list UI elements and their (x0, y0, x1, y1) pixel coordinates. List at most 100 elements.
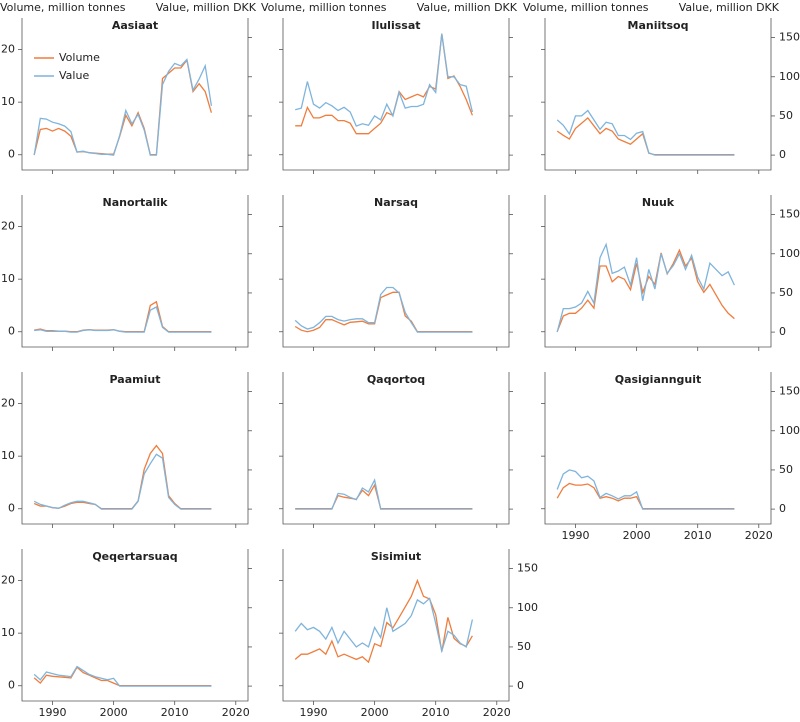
series-line (295, 483, 473, 510)
y-axis-title: Volume, million tonnes (523, 1, 649, 14)
panel: Ilulissat (279, 18, 513, 174)
y-tick-label: 0 (8, 325, 15, 338)
y2-tick-label: 50 (517, 640, 531, 653)
axis-frame (544, 195, 772, 348)
panel-title: Qasigiannguit (615, 373, 702, 386)
y-tick-label: 20 (1, 220, 15, 233)
panel: Qaqortoq (279, 372, 513, 528)
series-line (556, 109, 735, 156)
axis-frame (544, 372, 772, 525)
y2-axis-title: Value, million DKK (679, 1, 780, 14)
y-tick-label: 10 (1, 449, 15, 462)
y2-tick-label: 50 (779, 286, 793, 299)
x-tick-label: 2000 (623, 529, 651, 542)
series-line (294, 291, 473, 333)
y-tick-label: 10 (1, 272, 15, 285)
y2-axis-title: Value, million DKK (417, 1, 518, 14)
y2-tick-label: 150 (779, 208, 800, 221)
panel: Qeqertarsuaq 0 10 20 1990 2000 2010 2020 (1, 549, 252, 719)
series-line (556, 482, 735, 510)
x-tick-label: 2010 (161, 706, 189, 719)
series-line (33, 453, 212, 510)
y2-tick-label: 0 (779, 325, 786, 338)
series-line (33, 58, 213, 156)
panel-title: Paamiut (110, 373, 161, 386)
y-tick-label: 10 (1, 626, 15, 639)
panel-title: Aasiaat (112, 19, 158, 32)
series-line (33, 665, 212, 687)
panel: Qasigiannguit 0 50 100 150 1990 2000 2010 2020 (541, 372, 800, 542)
x-tick-label: 2010 (684, 529, 712, 542)
panel: Narsaq (279, 195, 513, 351)
panel: Maniitsoq 0 50 100 150 (541, 18, 800, 174)
panel-title: Nuuk (642, 196, 675, 209)
legend-label: Value (59, 69, 89, 82)
series-line (33, 58, 213, 156)
series-line (556, 116, 735, 156)
series-line (34, 300, 212, 333)
y2-tick-label: 150 (517, 562, 538, 575)
series-line (34, 306, 212, 333)
axis-frame (282, 18, 510, 171)
panel-title: Maniitsoq (628, 19, 689, 32)
panel-title: Ilulissat (371, 19, 420, 32)
x-tick-label: 2000 (100, 706, 128, 719)
axis-frame (21, 18, 249, 171)
x-tick-label: 1990 (300, 706, 328, 719)
y2-tick-label: 100 (779, 424, 800, 437)
series-line (295, 33, 474, 127)
x-tick-label: 2010 (422, 706, 450, 719)
series-line (295, 478, 473, 510)
series-line (295, 33, 474, 135)
axis-frame (282, 372, 510, 525)
x-tick-label: 2020 (222, 706, 250, 719)
series-line (556, 242, 735, 333)
y-axis-title: Volume, million tonnes (0, 1, 126, 14)
series-line (556, 469, 735, 510)
panel: Nanortalik 0 10 20 (1, 195, 252, 351)
y2-tick-label: 50 (779, 109, 793, 122)
y2-axis-title: Value, million DKK (156, 1, 257, 14)
y-tick-label: 20 (1, 397, 15, 410)
panel: Paamiut 0 10 20 (1, 372, 252, 528)
y-tick-label: 0 (8, 148, 15, 161)
x-tick-label: 1990 (562, 529, 590, 542)
y2-tick-label: 100 (517, 601, 538, 614)
legend-label: Volume (59, 51, 100, 64)
y2-tick-label: 0 (779, 502, 786, 515)
axis-frame (21, 549, 249, 702)
panel-title: Sisimiut (371, 550, 421, 563)
panel-title: Qaqortoq (367, 373, 425, 386)
y-tick-label: 10 (1, 95, 15, 108)
panel: Nuuk 0 50 100 150 (541, 195, 800, 351)
x-tick-label: 2000 (361, 706, 389, 719)
y2-tick-label: 50 (779, 463, 793, 476)
y2-tick-label: 100 (779, 247, 800, 260)
panel-title: Narsaq (374, 196, 418, 209)
axis-frame (21, 195, 249, 348)
series-line (294, 597, 474, 654)
y2-tick-label: 150 (779, 31, 800, 44)
panel: Aasiaat 0 10 20 Volume Value (1, 18, 252, 174)
panel-title: Nanortalik (103, 196, 169, 209)
panel-title: Qeqertarsuaq (92, 550, 177, 563)
axis-frame (544, 18, 772, 171)
axis-frame (21, 372, 249, 525)
y2-tick-label: 0 (517, 679, 524, 692)
series-line (33, 444, 212, 510)
y2-tick-label: 0 (779, 148, 786, 161)
axis-frame (282, 549, 510, 702)
series-line (33, 666, 212, 687)
y2-tick-label: 100 (779, 70, 800, 83)
y-tick-label: 0 (8, 502, 15, 515)
x-tick-label: 2020 (483, 706, 511, 719)
series-line (556, 248, 735, 332)
y-tick-label: 20 (1, 574, 15, 587)
x-tick-label: 2020 (745, 529, 773, 542)
series-line (294, 286, 473, 333)
y-tick-label: 0 (8, 679, 15, 692)
y-axis-title: Volume, million tonnes (261, 1, 387, 14)
panel: Sisimiut 0 50 100 150 1990 2000 2010 2020 (279, 549, 538, 719)
y-tick-label: 20 (1, 43, 15, 56)
